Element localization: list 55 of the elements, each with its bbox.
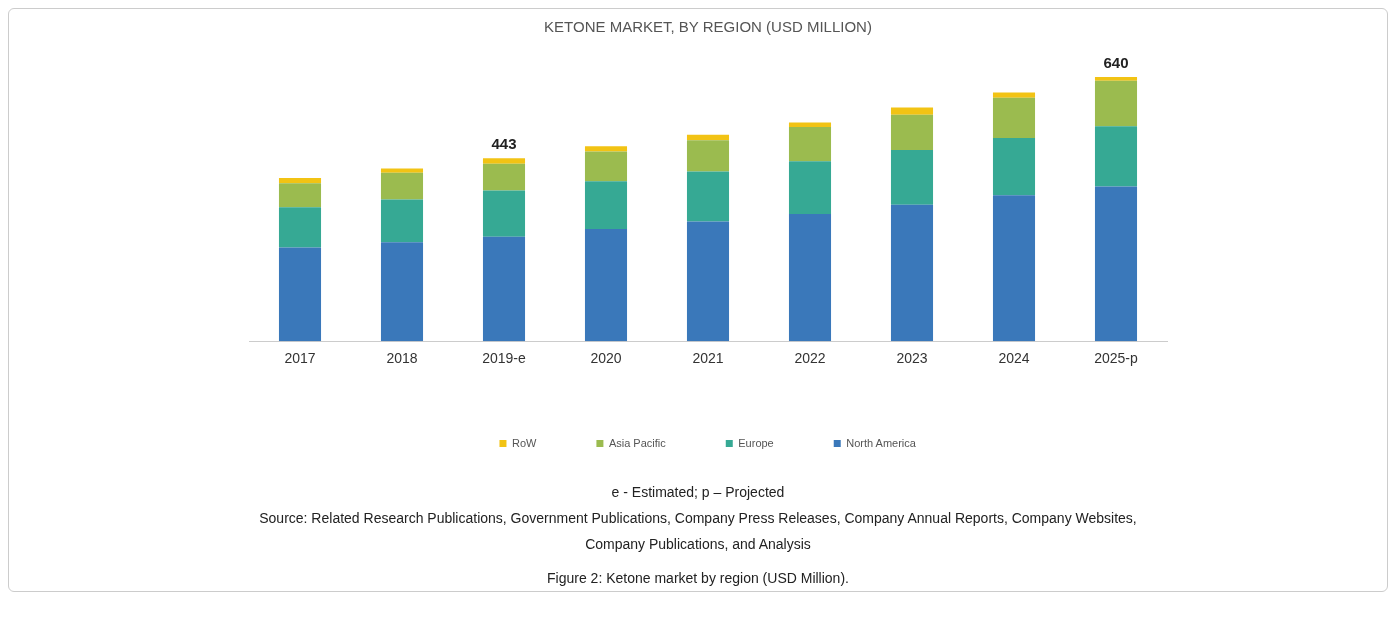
source-note: Source: Related Research Publications, Government Publications, Company Press Releases, Company Annual Reports, Company Websites, Company Publications, and Analysis bbox=[258, 509, 1138, 554]
x-tick-label: 2018 bbox=[386, 350, 418, 367]
bar bbox=[1094, 186, 1138, 342]
legend-label: Asia Pacific bbox=[608, 436, 667, 449]
bar bbox=[890, 149, 934, 205]
bar bbox=[380, 242, 424, 342]
bar bbox=[992, 97, 1036, 139]
bar bbox=[788, 161, 832, 215]
bar bbox=[788, 214, 832, 342]
bar bbox=[482, 236, 526, 342]
bar bbox=[278, 207, 322, 248]
bar bbox=[686, 171, 730, 222]
x-tick-label: 2022 bbox=[794, 350, 826, 367]
bar bbox=[482, 190, 526, 237]
bar bbox=[482, 158, 526, 164]
bar bbox=[788, 122, 832, 127]
x-tick-label: 2021 bbox=[692, 350, 724, 367]
bar bbox=[278, 177, 322, 184]
bar bbox=[584, 151, 628, 182]
bar bbox=[380, 172, 424, 200]
bar bbox=[278, 183, 322, 208]
x-tick-label: 2023 bbox=[896, 350, 928, 367]
bar bbox=[686, 221, 730, 342]
annotation: 640 bbox=[1103, 53, 1129, 71]
bar bbox=[686, 134, 730, 141]
bar bbox=[584, 228, 628, 342]
bar bbox=[584, 181, 628, 229]
x-tick-label: 2017 bbox=[284, 350, 316, 367]
bar bbox=[1094, 77, 1138, 81]
x-tick-label: 2025-p bbox=[1094, 350, 1139, 367]
x-tick-label: 2020 bbox=[590, 350, 622, 367]
legend-label: Europe bbox=[738, 436, 774, 449]
bar bbox=[686, 140, 730, 172]
annotation: 443 bbox=[491, 135, 517, 153]
bar bbox=[992, 138, 1036, 196]
caption: Figure 2: Ketone market by region (USD Million). bbox=[546, 569, 850, 588]
x-tick-label: 2024 bbox=[998, 350, 1030, 367]
bar bbox=[278, 247, 322, 342]
bar bbox=[584, 146, 628, 152]
bar bbox=[380, 168, 424, 173]
x-tick-label: 2019-e bbox=[482, 350, 527, 367]
bar bbox=[482, 163, 526, 191]
bar bbox=[788, 126, 832, 162]
chart-title: KETONE MARKET, BY REGION (USD MILLION) bbox=[544, 18, 872, 36]
bar bbox=[890, 107, 934, 115]
bar bbox=[380, 199, 424, 243]
bar bbox=[1094, 80, 1138, 127]
bar bbox=[992, 92, 1036, 98]
bar bbox=[890, 204, 934, 342]
legend-label: North America bbox=[846, 436, 917, 449]
bar bbox=[992, 195, 1036, 342]
text: e - Estimated; p – Projected bbox=[610, 483, 786, 502]
legend-label: RoW bbox=[511, 436, 538, 449]
bar bbox=[1094, 126, 1138, 187]
bar bbox=[890, 114, 934, 150]
